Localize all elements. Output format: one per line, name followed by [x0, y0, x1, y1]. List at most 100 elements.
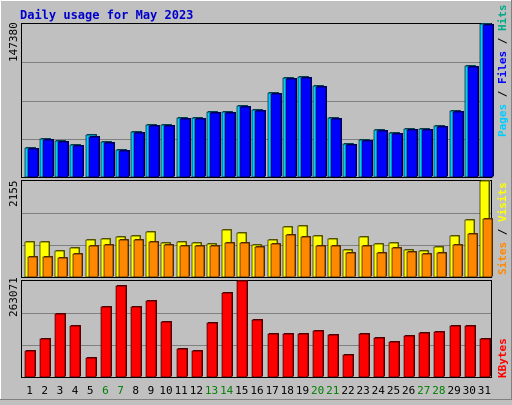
day-label-1: 1	[26, 384, 33, 397]
kbytes-bar-21	[327, 334, 339, 378]
sites-bar-20	[315, 245, 326, 278]
sites-bar-28	[436, 252, 447, 278]
panel-1-bars	[24, 23, 494, 178]
sites-bar-12	[194, 245, 205, 278]
files-bar-19	[300, 77, 312, 178]
files-bar-4	[72, 145, 84, 178]
kbytes-bar-16	[251, 319, 263, 378]
sites-bar-5	[88, 245, 99, 278]
day-label-11: 11	[175, 384, 188, 397]
kbytes-bar-2	[39, 338, 51, 378]
sites-bar-3	[57, 257, 68, 278]
label-pages: Pages	[496, 104, 509, 137]
panel-3-bars	[24, 280, 491, 378]
day-label-10: 10	[159, 384, 172, 397]
sites-bar-30	[467, 233, 478, 278]
label-files: Files	[496, 51, 509, 84]
label-visits: Visits	[496, 182, 509, 222]
panel-2-series-label: Sites / Visits	[496, 182, 509, 275]
files-bar-11	[179, 118, 191, 178]
sites-bar-4	[72, 253, 83, 278]
day-label-24: 24	[372, 384, 386, 397]
sites-bar-18	[285, 234, 296, 278]
kbytes-bar-9	[145, 300, 157, 378]
kbytes-bar-12	[191, 350, 203, 378]
panel-hits-files: 147380 Pages / Files / Hits	[7, 5, 509, 178]
panel-3-y-max-label: 263071	[7, 277, 20, 317]
kbytes-bar-18	[282, 333, 294, 378]
day-label-2: 2	[41, 384, 48, 397]
kbytes-bar-25	[388, 341, 400, 378]
day-label-25: 25	[387, 384, 400, 397]
kbytes-bar-13	[206, 322, 218, 378]
day-label-14: 14	[220, 384, 234, 397]
kbytes-bar-4	[69, 325, 81, 378]
panel-1-y-max-label: 147380	[7, 22, 20, 62]
sites-bar-9	[148, 241, 159, 278]
sites-bar-31	[482, 218, 493, 278]
files-bar-24	[376, 130, 388, 178]
kbytes-bar-7	[115, 285, 127, 378]
sites-bar-13	[209, 245, 220, 278]
kbytes-bar-31	[479, 338, 491, 378]
day-label-19: 19	[296, 384, 309, 397]
day-label-27: 27	[417, 384, 430, 397]
day-label-6: 6	[102, 384, 109, 397]
files-bar-18	[285, 78, 297, 178]
sites-bar-23	[361, 245, 372, 278]
kbytes-bar-11	[176, 348, 188, 378]
label-separator-1: /	[496, 84, 509, 104]
kbytes-bar-5	[85, 357, 97, 378]
sites-bar-25	[391, 247, 402, 278]
day-label-17: 17	[266, 384, 279, 397]
files-bar-15	[239, 106, 251, 178]
files-bar-9	[148, 125, 160, 178]
files-bar-8	[133, 132, 145, 178]
day-label-8: 8	[132, 384, 139, 397]
panel-2-y-max-label: 2155	[7, 181, 20, 208]
panel-kbytes: 263071 KBytes	[7, 277, 509, 378]
sites-bar-7	[118, 239, 129, 278]
files-bar-16	[254, 110, 266, 178]
sites-bar-19	[300, 236, 311, 278]
kbytes-bar-14	[221, 292, 233, 378]
files-bar-7	[118, 150, 130, 178]
label-hits: Hits	[496, 5, 509, 32]
files-bar-1	[27, 148, 39, 178]
panel-2-bars	[24, 180, 493, 278]
day-label-13: 13	[205, 384, 218, 397]
day-label-18: 18	[281, 384, 294, 397]
files-bar-22	[345, 144, 357, 178]
kbytes-bar-19	[297, 333, 309, 378]
sites-bar-17	[270, 243, 281, 278]
day-label-12: 12	[190, 384, 203, 397]
files-bar-3	[57, 141, 69, 178]
files-bar-6	[103, 142, 115, 178]
files-bar-5	[88, 136, 100, 178]
day-label-3: 3	[57, 384, 64, 397]
panel-visits-sites: 2155 Sites / Visits	[7, 180, 509, 278]
label-separator-3: /	[496, 222, 509, 242]
files-bar-21	[330, 118, 342, 178]
label-sites: Sites	[496, 242, 509, 275]
kbytes-bar-23	[358, 333, 370, 378]
files-bar-28	[436, 126, 448, 178]
sites-bar-10	[163, 244, 174, 278]
sites-bar-2	[42, 256, 53, 278]
kbytes-bar-27	[418, 332, 430, 378]
day-label-22: 22	[341, 384, 354, 397]
sites-bar-8	[133, 239, 144, 278]
day-label-28: 28	[432, 384, 445, 397]
kbytes-bar-26	[403, 335, 415, 378]
day-label-5: 5	[87, 384, 94, 397]
day-label-15: 15	[235, 384, 248, 397]
files-bar-29	[452, 111, 464, 178]
kbytes-bar-10	[160, 321, 172, 378]
kbytes-bar-1	[24, 350, 36, 378]
sites-bar-21	[330, 245, 341, 278]
files-bar-25	[391, 133, 403, 178]
sites-bar-27	[421, 253, 432, 278]
sites-bar-15	[239, 242, 250, 278]
